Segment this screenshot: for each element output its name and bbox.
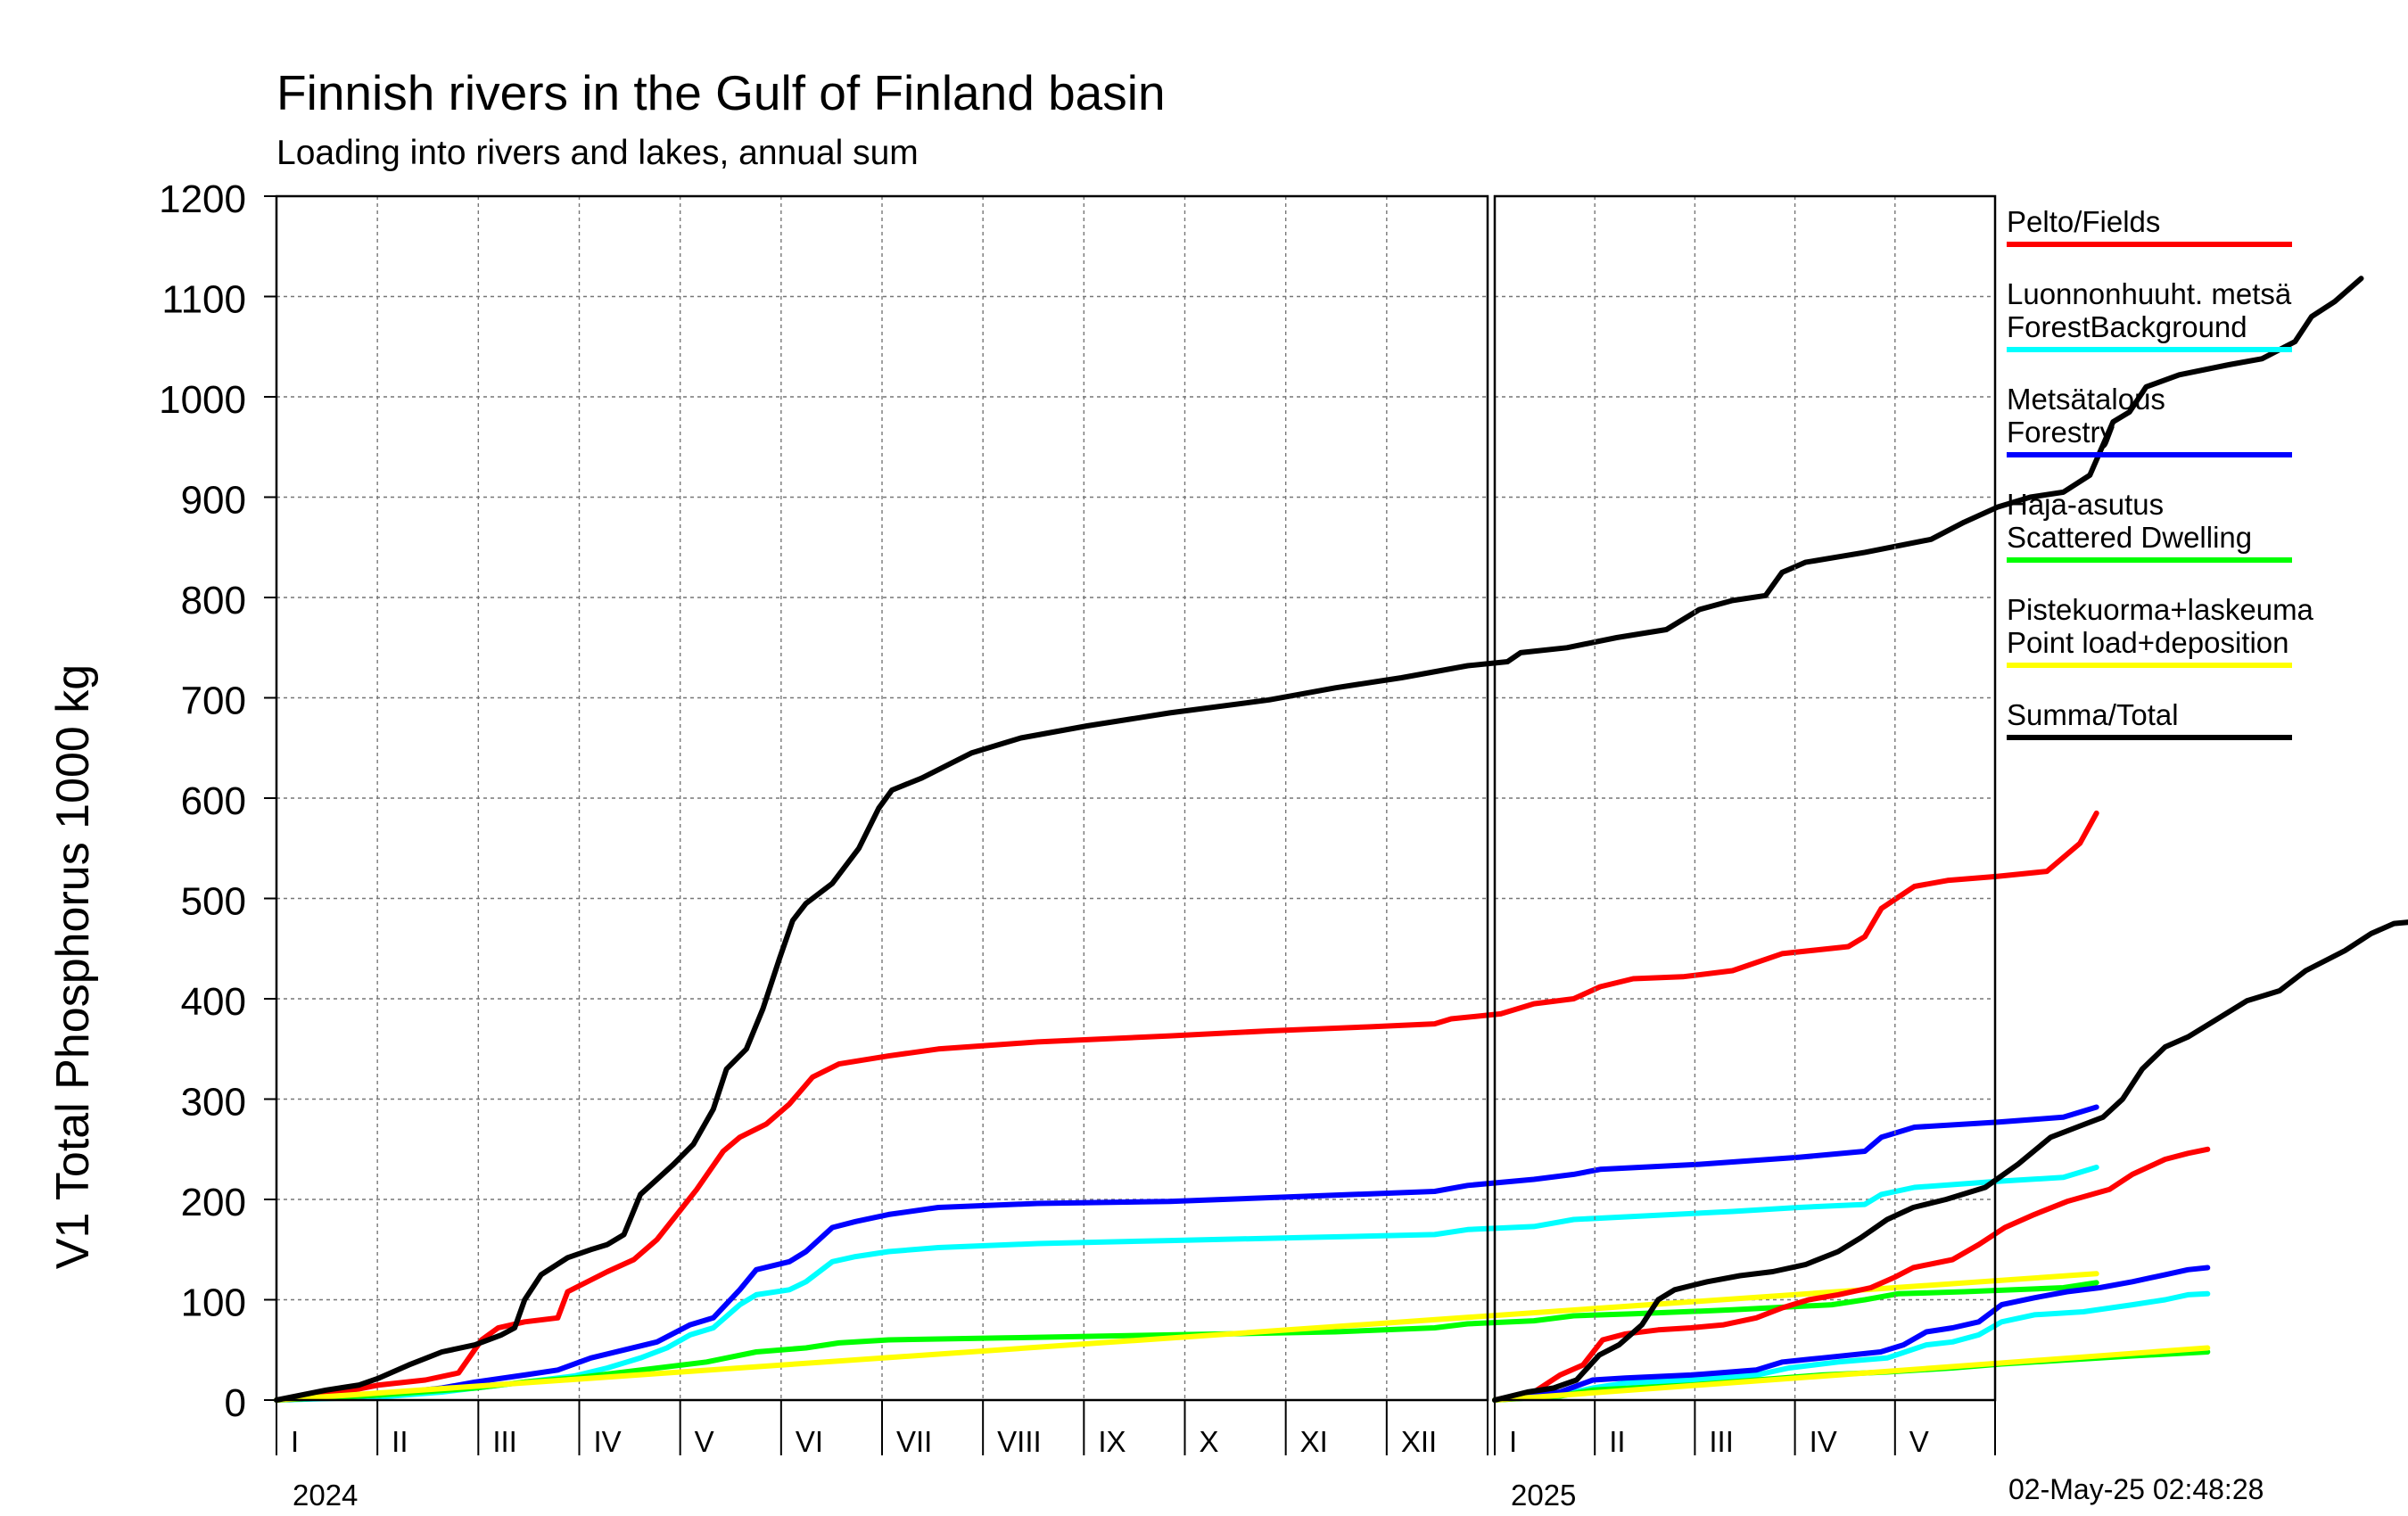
series-line: [274, 810, 2099, 1403]
legend-swatch: [2007, 452, 2292, 457]
plot-frame: [275, 194, 1489, 1402]
legend-label: Point load+deposition: [2007, 626, 2289, 659]
y-tick-label: 300: [181, 1081, 246, 1125]
legend-label: Scattered Dwelling: [2007, 521, 2253, 554]
month-label: V: [695, 1425, 714, 1458]
y-tick-label: 0: [225, 1381, 246, 1425]
year-label: 2024: [293, 1479, 358, 1512]
legend-item: Summa/Total: [2007, 698, 2399, 740]
month-label: IV: [1810, 1425, 1837, 1458]
y-tick-label: 500: [181, 880, 246, 924]
month-label: VIII: [997, 1425, 1042, 1458]
series-line: [274, 1271, 2099, 1403]
legend-label: Haja-asutus: [2007, 488, 2165, 521]
legend-swatch: [2007, 663, 2292, 668]
month-label: III: [492, 1425, 517, 1458]
legend-label: Forestry: [2007, 416, 2115, 449]
series-line: [1492, 1146, 2211, 1403]
y-tick-label: 800: [181, 579, 246, 622]
legend-label: Metsätalous: [2007, 383, 2165, 416]
year-label: 2025: [1511, 1479, 1576, 1512]
legend-label: Luonnonhuuht. metsä: [2007, 277, 2292, 310]
generated-timestamp: 02-May-25 02:48:28: [2008, 1473, 2264, 1505]
series-line: [1492, 1265, 2211, 1403]
month-label: X: [1200, 1425, 1219, 1458]
y-tick-label: 100: [181, 1281, 246, 1325]
plot-frame: [1493, 194, 1997, 1402]
series-line: [274, 1165, 2099, 1403]
y-tick-label: 200: [181, 1181, 246, 1224]
y-tick-label: 600: [181, 779, 246, 823]
legend-label: Summa/Total: [2007, 698, 2179, 731]
chart-subtitle: Loading into rivers and lakes, annual su…: [276, 134, 919, 172]
legend-item: Pelto/Fields: [2007, 205, 2399, 247]
month-label: IX: [1098, 1425, 1126, 1458]
month-label: XI: [1300, 1425, 1328, 1458]
y-tick-label: 700: [181, 680, 246, 723]
chart-title: Finnish rivers in the Gulf of Finland ba…: [276, 65, 1166, 120]
legend-swatch: [2007, 347, 2292, 352]
legend-item: Metsätalous Forestry: [2007, 383, 2399, 457]
month-label: VI: [796, 1425, 823, 1458]
series-line: [274, 1104, 2099, 1403]
month-label: II: [1609, 1425, 1625, 1458]
y-tick-label: 1000: [159, 378, 246, 422]
month-label: VII: [896, 1425, 932, 1458]
chart-legend: Pelto/Fields Luonnonhuuht. metsä ForestBac…: [2007, 205, 2399, 740]
series-line: [1492, 919, 2408, 1403]
series-line: [1492, 1290, 2211, 1403]
y-axis-label: V1 Total Phosphorus 1000 kg: [47, 663, 99, 1270]
month-label: I: [291, 1425, 299, 1458]
series-line: [274, 276, 2364, 1403]
y-tick-label: 1200: [159, 177, 246, 221]
y-tick-label: 400: [181, 980, 246, 1024]
month-label: XII: [1401, 1425, 1437, 1458]
month-label: IV: [594, 1425, 622, 1458]
month-label: I: [1509, 1425, 1517, 1458]
y-tick-label: 1100: [161, 278, 246, 322]
legend-label: ForestBackground: [2007, 310, 2247, 343]
legend-swatch: [2007, 557, 2292, 563]
legend-item: Pistekuorma+laskeuma Point load+depositio…: [2007, 593, 2399, 668]
legend-swatch: [2007, 735, 2292, 740]
y-tick-label: 900: [181, 479, 246, 523]
legend-item: Luonnonhuuht. metsä ForestBackground: [2007, 277, 2399, 352]
month-label: II: [392, 1425, 408, 1458]
legend-label: Pelto/Fields: [2007, 205, 2161, 238]
series-line: [1492, 1345, 2211, 1403]
month-label: V: [1909, 1425, 1929, 1458]
month-label: III: [1709, 1425, 1734, 1458]
legend-swatch: [2007, 242, 2292, 247]
legend-label: Pistekuorma+laskeuma: [2007, 593, 2313, 626]
legend-item: Haja-asutus Scattered Dwelling: [2007, 488, 2399, 563]
